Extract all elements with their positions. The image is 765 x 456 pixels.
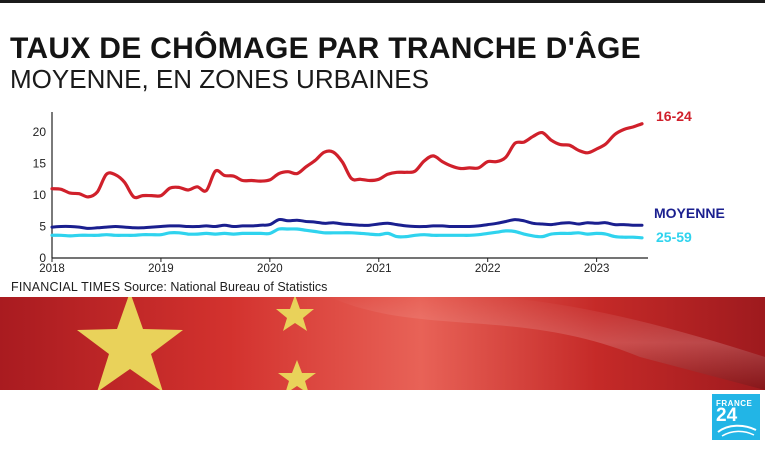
x-tick-label: 2023 bbox=[584, 263, 610, 275]
y-tick-label: 10 bbox=[33, 188, 47, 202]
series-label-25-59: 25-59 bbox=[656, 229, 692, 245]
flag-small-star bbox=[278, 360, 316, 390]
x-tick-label: 2020 bbox=[257, 263, 283, 275]
chart-subtitle: MOYENNE, EN ZONES URBAINES bbox=[10, 64, 429, 94]
top-rule bbox=[0, 0, 765, 3]
logo-swirl-icon bbox=[717, 424, 757, 437]
y-tick-label: 5 bbox=[39, 220, 46, 234]
series-label-16-24: 16-24 bbox=[656, 108, 692, 124]
france24-logo: FRANCE 24 bbox=[712, 394, 760, 440]
x-tick-label: 2022 bbox=[475, 263, 501, 275]
series-line-25-59 bbox=[50, 227, 644, 240]
logo-number: 24 bbox=[716, 405, 738, 426]
y-tick-label: 15 bbox=[33, 157, 47, 171]
flag-small-star bbox=[276, 297, 314, 331]
series-label-moyenne: MOYENNE bbox=[654, 205, 725, 221]
source-brand: FINANCIAL TIMES bbox=[11, 280, 121, 294]
y-tick-label: 0 bbox=[39, 251, 46, 265]
line-chart: 0 5 10 15 20 2018 2019 2020 2021 2022 2023 25-59 MOY… bbox=[33, 108, 725, 275]
source-note: FINANCIAL TIMES Source: National Bureau … bbox=[11, 280, 327, 294]
flag-large-star bbox=[77, 297, 183, 390]
series-line-16-24 bbox=[50, 122, 644, 200]
series-line-moyenne bbox=[50, 217, 644, 230]
x-tick-label: 2018 bbox=[39, 263, 65, 275]
x-tick-label: 2019 bbox=[148, 263, 174, 275]
x-tick-label: 2021 bbox=[366, 263, 392, 275]
source-text: Source: National Bureau of Statistics bbox=[123, 280, 328, 294]
logo-top-text: FRANCE bbox=[716, 399, 753, 408]
y-tick-label: 20 bbox=[33, 125, 47, 139]
china-flag-banner bbox=[0, 297, 765, 390]
chart-title: TAUX DE CHÔMAGE PAR TRANCHE D'ÂGE bbox=[10, 32, 641, 65]
flag-image bbox=[0, 297, 765, 390]
